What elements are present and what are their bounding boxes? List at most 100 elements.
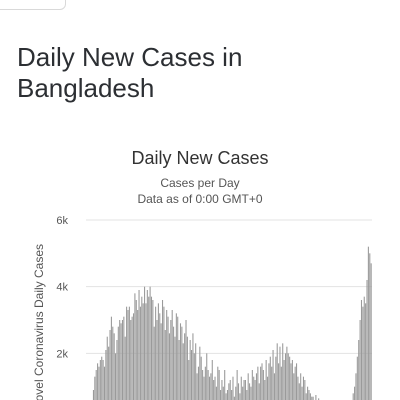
y-axis-label: Novel Coronavirus Daily Cases xyxy=(32,244,46,400)
bar xyxy=(300,373,302,400)
bar xyxy=(153,326,155,400)
bar xyxy=(280,366,282,400)
bar xyxy=(128,306,130,400)
top-tab[interactable] xyxy=(0,0,66,10)
bar xyxy=(210,373,212,400)
bar xyxy=(177,316,179,400)
bar xyxy=(199,346,201,400)
bar xyxy=(291,360,293,400)
y-tick-label: 4k xyxy=(56,282,68,294)
bar xyxy=(126,306,128,400)
bar xyxy=(229,380,231,400)
bar xyxy=(119,320,121,400)
bar xyxy=(191,350,193,400)
bar xyxy=(186,336,188,400)
bar xyxy=(283,360,285,400)
bar xyxy=(226,390,229,400)
bar xyxy=(356,356,358,400)
bar xyxy=(253,376,255,400)
bar xyxy=(192,333,194,400)
bar xyxy=(250,386,252,400)
bar xyxy=(309,393,311,400)
bar xyxy=(301,386,303,400)
bar xyxy=(116,340,118,400)
bar xyxy=(249,383,251,400)
bar xyxy=(189,340,191,400)
bar xyxy=(221,380,223,400)
bar xyxy=(202,370,204,400)
bar xyxy=(215,386,217,400)
bar xyxy=(156,320,158,400)
bar xyxy=(101,356,103,400)
bar xyxy=(106,336,108,400)
bar xyxy=(102,360,104,400)
bar xyxy=(242,386,244,400)
bar xyxy=(208,376,211,400)
bar xyxy=(282,343,284,400)
bar xyxy=(113,333,115,400)
bar xyxy=(137,310,139,400)
bar xyxy=(366,280,368,400)
bar xyxy=(175,313,177,400)
bar xyxy=(307,386,309,400)
bar xyxy=(95,370,97,400)
bar xyxy=(235,386,237,400)
bar xyxy=(188,360,190,400)
bar xyxy=(185,320,187,400)
bar xyxy=(273,373,275,400)
bar xyxy=(289,356,291,400)
bar xyxy=(152,300,154,400)
bar xyxy=(131,316,133,400)
bar xyxy=(370,263,372,400)
bar xyxy=(246,390,248,400)
bar xyxy=(161,300,164,400)
bar xyxy=(157,303,159,400)
bar xyxy=(200,356,202,400)
bar xyxy=(197,366,199,400)
bar xyxy=(105,350,107,400)
bar xyxy=(251,370,253,400)
chart-subtitle-date: Data as of 0:00 GMT+0 xyxy=(137,192,262,206)
bar xyxy=(99,360,101,400)
bar xyxy=(217,366,219,400)
bar xyxy=(127,310,129,400)
bar xyxy=(278,363,280,400)
bar xyxy=(206,353,208,400)
bar xyxy=(255,373,258,400)
bar xyxy=(276,343,278,400)
bar xyxy=(365,303,367,400)
y-tick-label: 2k xyxy=(56,348,68,360)
bar xyxy=(296,363,298,400)
bar xyxy=(211,360,213,400)
bar xyxy=(233,396,235,400)
bar xyxy=(193,353,195,400)
bar xyxy=(228,383,230,400)
bar xyxy=(149,286,151,400)
bar xyxy=(257,366,259,400)
bar xyxy=(134,293,136,400)
bar xyxy=(117,326,119,400)
bar xyxy=(138,290,140,400)
bar xyxy=(269,356,271,400)
bar xyxy=(124,336,126,400)
bar xyxy=(109,330,111,400)
bar xyxy=(203,376,205,400)
bar xyxy=(258,383,260,400)
bar xyxy=(279,346,281,400)
bar xyxy=(359,320,361,400)
bar-series xyxy=(92,246,372,400)
bar xyxy=(362,306,364,400)
bar xyxy=(148,296,150,400)
bar xyxy=(97,363,99,400)
bar xyxy=(222,386,224,400)
bar xyxy=(135,300,137,400)
bar xyxy=(262,370,264,400)
bar xyxy=(244,380,246,400)
bar xyxy=(304,380,306,400)
bar xyxy=(358,340,360,400)
bar xyxy=(173,326,175,400)
bar xyxy=(264,380,266,400)
bar xyxy=(236,370,238,400)
bar xyxy=(159,313,161,400)
bar xyxy=(260,366,262,400)
